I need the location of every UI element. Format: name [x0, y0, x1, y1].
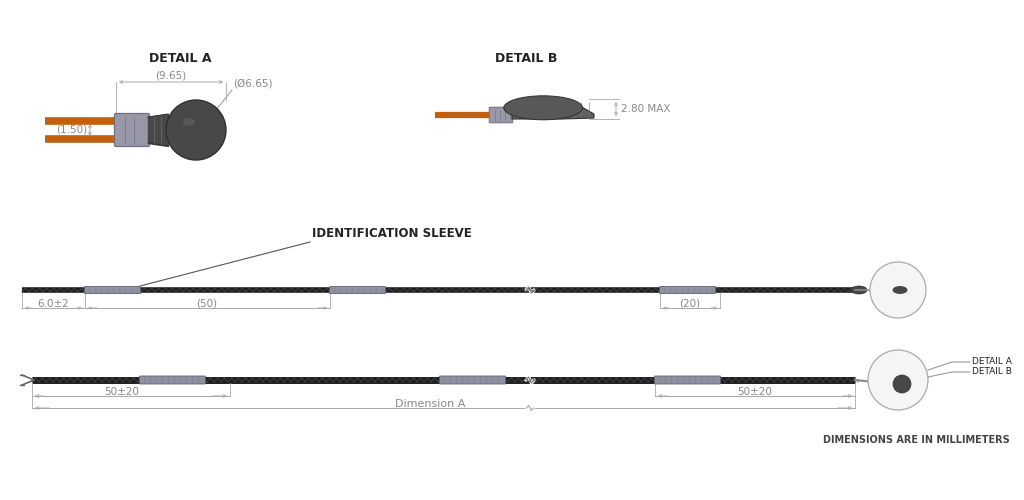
- Text: (9.65): (9.65): [156, 70, 186, 80]
- FancyBboxPatch shape: [659, 286, 716, 294]
- Text: (20): (20): [680, 299, 700, 309]
- Text: DIMENSIONS ARE IN MILLIMETERS: DIMENSIONS ARE IN MILLIMETERS: [823, 435, 1010, 445]
- Ellipse shape: [183, 118, 195, 126]
- FancyBboxPatch shape: [85, 286, 140, 294]
- Text: (Ø6.65): (Ø6.65): [233, 79, 272, 89]
- Text: 6.0±2: 6.0±2: [37, 299, 69, 309]
- Text: 50±20: 50±20: [104, 387, 139, 397]
- Text: (1.50): (1.50): [56, 125, 87, 135]
- FancyBboxPatch shape: [139, 376, 206, 384]
- Text: 50±20: 50±20: [737, 387, 772, 397]
- FancyBboxPatch shape: [439, 376, 506, 384]
- Text: IDENTIFICATION SLEEVE: IDENTIFICATION SLEEVE: [312, 227, 472, 240]
- FancyBboxPatch shape: [115, 114, 150, 146]
- Circle shape: [870, 262, 926, 318]
- Text: Dimension A: Dimension A: [395, 399, 465, 409]
- Text: DETAIL B: DETAIL B: [495, 52, 557, 66]
- Circle shape: [868, 350, 928, 410]
- Circle shape: [166, 100, 226, 160]
- Ellipse shape: [504, 96, 583, 120]
- Polygon shape: [512, 99, 594, 119]
- Ellipse shape: [893, 286, 907, 294]
- Text: DETAIL B: DETAIL B: [972, 368, 1012, 376]
- FancyBboxPatch shape: [330, 286, 385, 294]
- FancyBboxPatch shape: [489, 107, 513, 123]
- FancyBboxPatch shape: [654, 376, 721, 384]
- Text: 2.80 MAX: 2.80 MAX: [621, 104, 671, 114]
- Text: DETAIL A: DETAIL A: [148, 52, 211, 64]
- Text: DETAIL A: DETAIL A: [972, 358, 1012, 366]
- Ellipse shape: [851, 286, 867, 294]
- Circle shape: [893, 375, 911, 393]
- Text: (50): (50): [197, 299, 217, 309]
